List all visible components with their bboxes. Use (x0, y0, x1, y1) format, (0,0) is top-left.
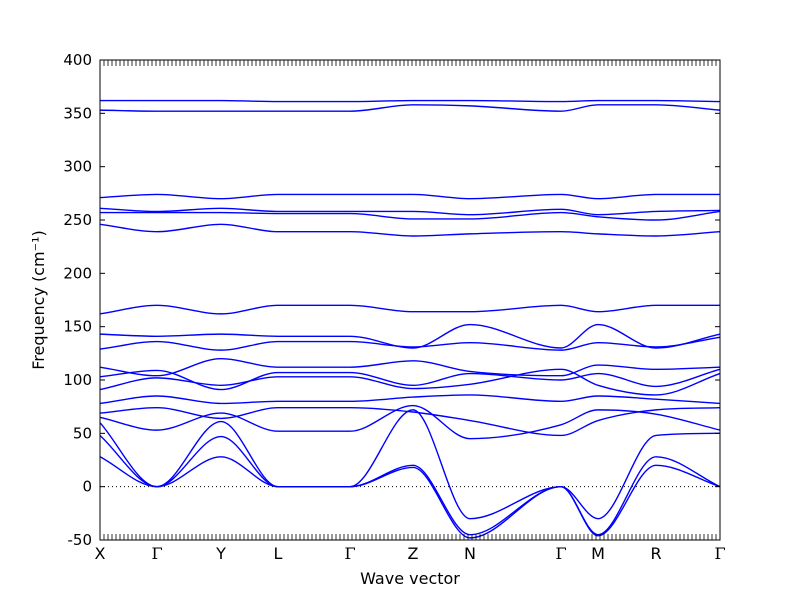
band-line-2 (99, 104, 721, 112)
y-axis-label: Frequency (cm⁻¹) (29, 230, 48, 369)
y-tick-label: 400 (63, 51, 92, 69)
y-tick-label: 300 (63, 158, 92, 176)
axes-layer: -50 0 50 100 150 200 250 300 350 400 X Γ Y L Γ Z N Γ M R Γ (63, 51, 725, 563)
band-line-8 (99, 323, 721, 349)
band-line-7 (99, 304, 720, 315)
band-line-17 (99, 434, 721, 536)
band-line-13 (99, 394, 721, 405)
band-line-10 (99, 357, 721, 377)
y-tick-label: 350 (63, 104, 92, 122)
kpoint-label-y: Y (215, 544, 226, 563)
kpoint-label-l: L (274, 544, 283, 563)
plot-frame (99, 59, 721, 541)
band-line-18 (99, 456, 721, 539)
kpoint-label-gamma: Γ (555, 544, 566, 563)
y-tick-label: 50 (73, 424, 92, 442)
bands-layer (99, 99, 721, 539)
kpoint-label-r: R (650, 544, 661, 563)
band-line-1 (100, 99, 721, 103)
kpoint-label-z: Z (408, 544, 419, 563)
y-tick-label: 150 (63, 318, 92, 336)
y-tick-label: 200 (63, 264, 92, 282)
band-line-11 (99, 368, 721, 391)
kpoint-label-gamma: Γ (344, 544, 355, 563)
x-axis-label: Wave vector (360, 569, 460, 588)
kpoint-label-x: X (95, 544, 106, 563)
kpoint-label-gamma: Γ (714, 544, 725, 563)
band-line-3 (99, 193, 720, 200)
kpoint-label-gamma: Γ (151, 544, 162, 563)
y-tick-label: 0 (82, 478, 92, 496)
band-line-12 (99, 368, 721, 396)
kpoint-label-m: M (591, 544, 605, 563)
band-line-9 (99, 336, 721, 351)
band-line-4 (99, 207, 721, 216)
band-line-6 (99, 223, 721, 237)
kpoint-label-n: N (464, 544, 476, 563)
y-tick-label: 250 (63, 211, 92, 229)
band-line-16 (99, 409, 721, 520)
band-line-15 (99, 404, 721, 440)
y-tick-label: -50 (68, 531, 93, 549)
band-line-5 (100, 210, 721, 221)
y-tick-label: 100 (63, 371, 92, 389)
